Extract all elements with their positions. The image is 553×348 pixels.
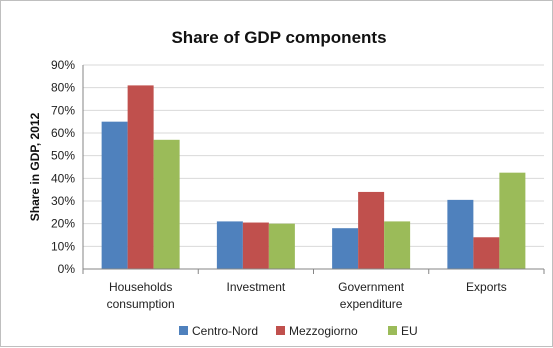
legend-swatch [276,326,285,335]
legend-label: Centro-Nord [192,324,258,338]
bar-mezzogiorno [127,85,154,270]
bar-centro-nord [101,121,128,270]
bar-eu [384,221,411,269]
y-tick-label: 60% [51,126,75,140]
y-tick-label: 80% [51,81,75,95]
y-tick-label: 0% [58,262,76,276]
bar-mezzogiorno [473,237,500,269]
x-category-label: expenditure [340,297,403,311]
y-tick-label: 10% [51,239,75,253]
bar-eu [153,139,180,269]
x-axis-categories: Households consumption Investment Governmen… [107,280,507,311]
y-tick-label: 40% [51,171,75,185]
bars [101,85,526,270]
chart-title: Share of GDP components [171,28,386,47]
axes [82,65,545,274]
bar-centro-nord [332,228,359,269]
bar-centro-nord [216,221,243,269]
bar-eu [268,223,295,269]
y-tick-label: 50% [51,149,75,163]
bar-centro-nord [447,199,474,269]
y-axis-ticks: 0% 10% 20% 30% 40% 50% 60% 70% 80% 90% [51,58,75,276]
y-tick-label: 70% [51,103,75,117]
y-tick-label: 90% [51,58,75,72]
bar-mezzogiorno [242,222,269,269]
bar-mezzogiorno [358,191,385,269]
y-axis-label: Share in GDP, 2012 [28,112,42,221]
legend-label: Mezzogiorno [289,324,358,338]
x-category-label: Investment [227,280,286,294]
legend-swatch [179,326,188,335]
x-category-label: Government [338,280,405,294]
x-category-label: Households [109,280,172,294]
y-tick-label: 20% [51,217,75,231]
legend-label: EU [401,324,418,338]
x-category-label: Exports [466,280,507,294]
legend-swatch [388,326,397,335]
x-category-label: consumption [107,297,175,311]
legend: Centro-Nord Mezzogiorno EU [179,324,418,338]
bar-eu [499,172,526,269]
y-tick-label: 30% [51,194,75,208]
